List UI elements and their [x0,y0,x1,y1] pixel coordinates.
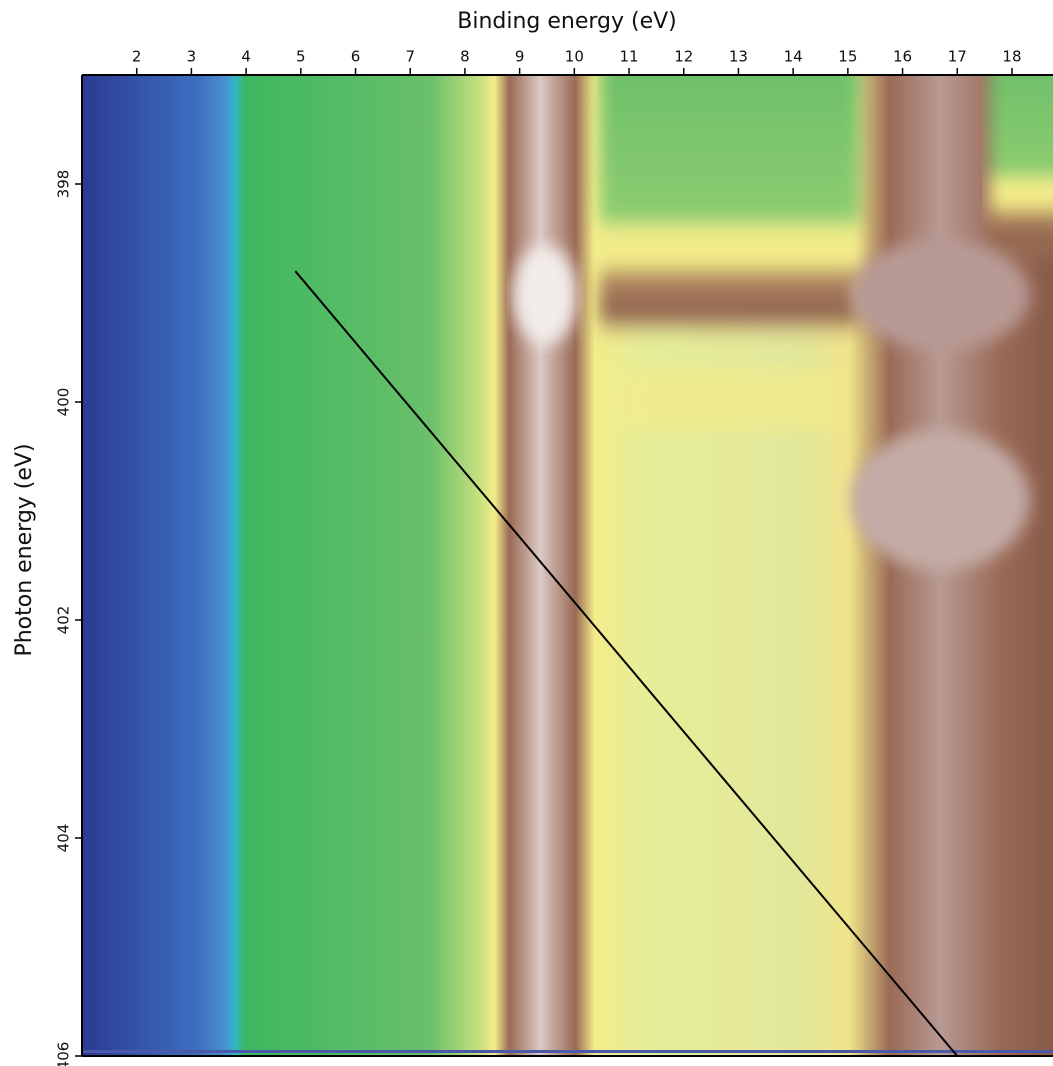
x-tick-label: 5 [296,48,306,66]
heatmap-top-band [990,75,1053,260]
y-tick-label: 402 [55,606,73,635]
x-tick-label: 12 [674,48,693,66]
x-tick-label: 17 [948,48,967,66]
x-tick-label: 18 [1002,48,1021,66]
x-tick-label: 4 [241,48,251,66]
x-tick-label: 11 [619,48,638,66]
line [294,270,959,1057]
x-tick-label: 6 [351,48,361,66]
heatmap-band [620,370,840,430]
heatmap-top-band [600,75,860,340]
heatmap-peak [850,240,1030,350]
x-tick-label: 14 [784,48,803,66]
x-tick-label: 9 [515,48,525,66]
heatmap-peak [850,430,1030,570]
x-tick-label: 7 [405,48,415,66]
heatmap-peak [513,245,577,345]
y-tick-label: 400 [55,388,73,417]
heatmap [82,75,1053,1056]
x-tick-label: 13 [729,48,748,66]
y-tick-label: 398 [55,170,73,199]
x-tick-label: 15 [838,48,857,66]
x-tick-label: 16 [893,48,912,66]
x-tick-label: 2 [132,48,142,66]
x-tick-label: 3 [187,48,197,66]
baseline-stripe [82,1050,1053,1053]
x-tick-label: 10 [565,48,584,66]
x-tick-label: 8 [460,48,470,66]
y-tick-label: 406 [55,1042,73,1066]
y-axis-title: Photon energy (eV) [12,443,37,656]
x-axis-title: Binding energy (eV) [457,9,677,34]
heatmap-base [82,75,1053,1056]
y-tick-label: 404 [55,824,73,853]
